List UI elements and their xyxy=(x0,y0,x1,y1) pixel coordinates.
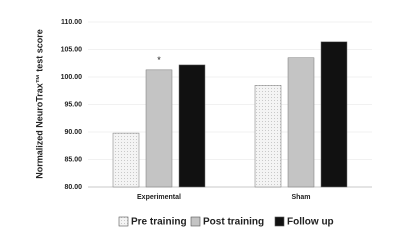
y-tick-label: 100.00 xyxy=(61,74,83,81)
bar xyxy=(112,132,140,188)
x-tick-label: Experimental xyxy=(137,194,181,201)
legend-swatch xyxy=(274,216,285,227)
y-tick-label: 85.00 xyxy=(64,156,82,163)
bar xyxy=(145,69,173,188)
annotation: * xyxy=(157,55,161,65)
y-tick-label: 95.00 xyxy=(64,101,82,108)
x-tick-label: Sham xyxy=(291,194,310,201)
legend-swatch xyxy=(118,216,129,227)
y-tick-label: 110.00 xyxy=(61,19,82,26)
bar xyxy=(254,85,282,188)
legend-swatch xyxy=(190,216,201,227)
legend-label: Follow up xyxy=(287,217,334,228)
bar xyxy=(178,64,206,188)
bar xyxy=(287,57,315,188)
legend-label: Post training xyxy=(203,217,264,228)
y-axis-label: Normalized NeuroTrax™ test score xyxy=(34,29,44,179)
y-tick-label: 80.00 xyxy=(64,184,82,191)
legend-label: Pre training xyxy=(131,217,187,228)
bar xyxy=(320,41,348,188)
y-tick-label: 105.00 xyxy=(61,46,83,53)
y-tick-label: 90.00 xyxy=(64,129,82,136)
